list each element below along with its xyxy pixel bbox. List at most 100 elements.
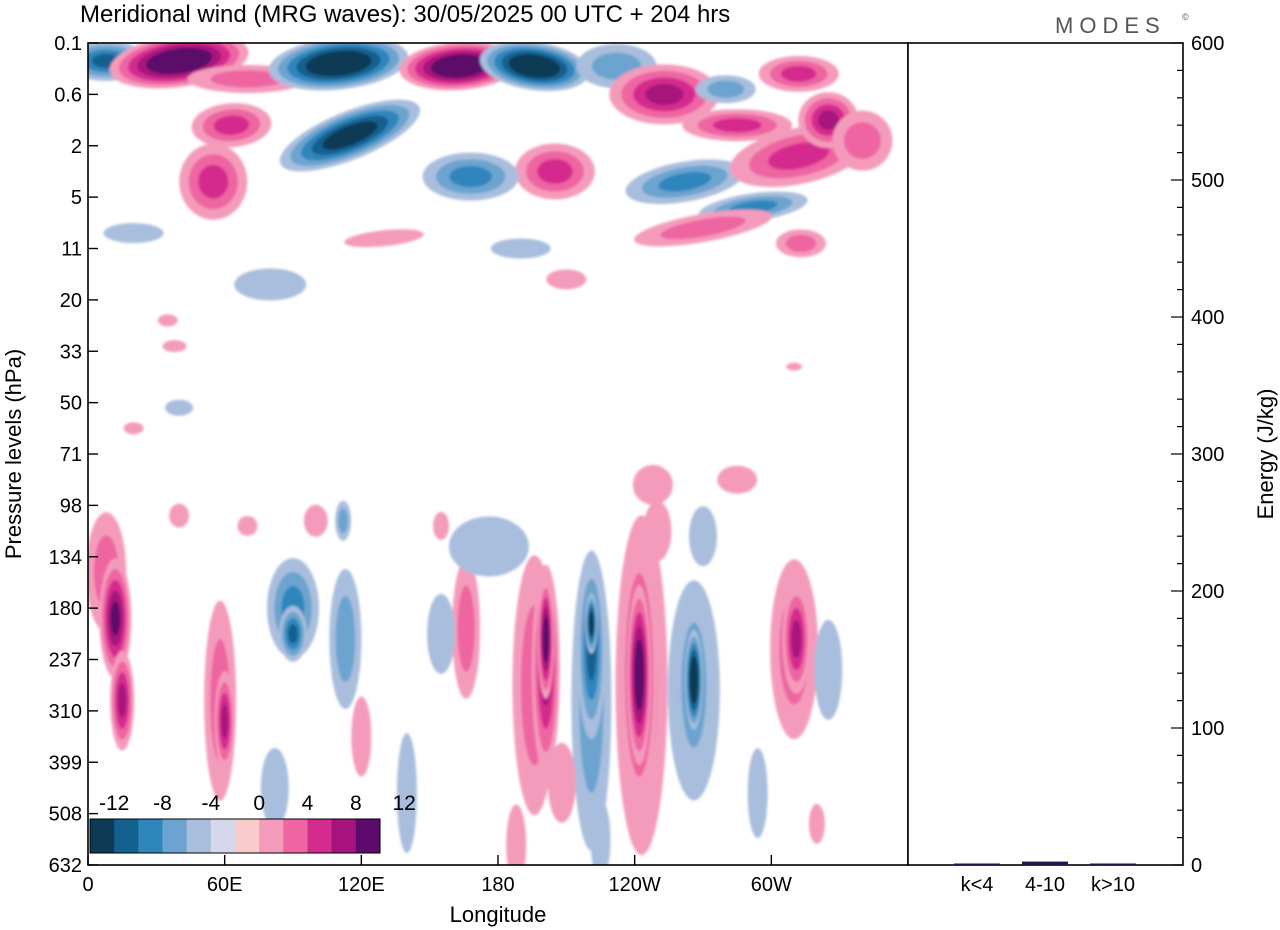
contour-region <box>234 268 307 301</box>
contour-region <box>210 70 285 88</box>
contour-region <box>427 593 456 674</box>
contour-region <box>288 624 298 644</box>
colorbar-swatch <box>90 819 115 853</box>
contour-region <box>162 340 187 353</box>
colorbar-label: 0 <box>253 792 265 815</box>
longitude-axis: 0 60E 120E 180 120W 60W <box>82 855 792 896</box>
colorbar-swatch <box>210 819 236 853</box>
pressure-tick-label: 310 <box>49 701 82 723</box>
energy-bar <box>1022 861 1068 865</box>
longitude-tick-label: 60E <box>207 874 243 896</box>
contour-region <box>660 216 746 240</box>
energy-category-label: k<4 <box>961 874 994 896</box>
energy-tick-label: 400 <box>1191 307 1224 329</box>
colorbar-label: -4 <box>201 792 220 815</box>
contour-region <box>490 238 551 259</box>
contour-region <box>123 422 144 435</box>
heatmap-contours <box>88 43 893 865</box>
contour-region <box>338 508 349 534</box>
contour-region <box>332 126 367 145</box>
energy-bars <box>954 861 1136 865</box>
colorbar-swatch <box>283 819 308 853</box>
contour-region <box>396 733 417 854</box>
contour-region <box>691 669 696 691</box>
energy-tick-label: 600 <box>1191 33 1224 55</box>
longitude-tick-label: 120E <box>338 874 385 896</box>
colorbar-label: -12 <box>99 792 129 815</box>
contour-region <box>221 703 229 739</box>
pressure-tick-label: 20 <box>60 290 82 312</box>
contour-region <box>546 269 587 290</box>
contour-region <box>590 799 611 865</box>
brand-mark: © <box>1182 12 1189 22</box>
contour-region <box>522 60 546 72</box>
contour-region <box>717 465 758 494</box>
energy-tick-label: 0 <box>1191 855 1202 877</box>
contour-region <box>303 504 328 537</box>
colorbar-label: 4 <box>302 792 314 815</box>
brand-logo: MODES © <box>1055 12 1189 38</box>
x-axis-label: Longitude <box>450 902 547 927</box>
contour-region <box>260 747 289 828</box>
contour-region <box>117 683 127 718</box>
longitude-tick-label: 60W <box>751 874 792 896</box>
colorbar-swatch <box>307 819 333 853</box>
colorbar-swatch <box>331 819 357 853</box>
contour-region <box>103 223 164 244</box>
contour-region <box>344 229 424 248</box>
energy-bar-panel: 0 100 200 300 400 500 600 k<4 4-10 k>10 Energy (… <box>907 33 1278 896</box>
colorbar-swatch <box>186 819 212 853</box>
energy-tick-label: 200 <box>1191 581 1224 603</box>
contour-region <box>689 506 717 567</box>
contour-region <box>712 118 762 133</box>
pressure-tick-label: 0.1 <box>54 33 82 55</box>
longitude-tick-label: 180 <box>481 874 514 896</box>
pressure-tick-label: 399 <box>49 752 82 774</box>
colorbar-swatch <box>235 819 260 853</box>
energy-tick-label: 300 <box>1191 444 1224 466</box>
pressure-tick-label: 0.6 <box>54 84 82 106</box>
contour-region <box>323 57 354 70</box>
pressure-tick-label: 33 <box>60 341 82 363</box>
contour-region <box>237 515 258 536</box>
energy-tick-label: 500 <box>1191 170 1224 192</box>
brand-text: MODES <box>1055 13 1166 38</box>
contour-region <box>707 80 745 98</box>
energy-bar <box>1090 863 1136 865</box>
contour-region <box>157 314 178 327</box>
pressure-tick-label: 2 <box>71 136 82 158</box>
pressure-tick-label: 237 <box>49 650 82 672</box>
colorbar: -12 -8 -4 0 4 8 12 <box>89 792 416 854</box>
contour-region <box>786 362 803 371</box>
contour-region <box>589 616 593 631</box>
colorbar-swatch <box>162 819 188 853</box>
contour-region <box>791 619 802 659</box>
energy-category-label: k>10 <box>1091 874 1135 896</box>
energy-axis-label: Energy (J/kg) <box>1253 389 1278 520</box>
longitude-tick-label: 0 <box>82 874 93 896</box>
pressure-tick-label: 98 <box>60 495 82 517</box>
contour-region <box>547 742 576 823</box>
longitude-tick-label: 120W <box>609 874 661 896</box>
contour-region <box>165 399 194 416</box>
pressure-tick-label: 180 <box>49 598 82 620</box>
energy-axis: 0 100 200 300 400 500 600 <box>1171 33 1224 877</box>
heatmap-plot: -12 -8 -4 0 4 8 12 0.1 0.6 2 5 11 20 33 50 71 98 134 180 2… <box>1 33 909 927</box>
colorbar-label: 12 <box>392 792 415 815</box>
colorbar-frame <box>89 818 381 854</box>
pressure-axis: 0.1 0.6 2 5 11 20 33 50 71 98 134 180 237 310 399 508 63… <box>49 33 98 877</box>
contour-region <box>785 234 817 252</box>
contour-region <box>164 55 194 67</box>
contour-region <box>351 696 372 777</box>
contour-region <box>636 653 643 697</box>
chart-title: Meridional wind (MRG waves): 30/05/2025 … <box>80 1 730 28</box>
contour-region <box>448 516 529 577</box>
contour-region <box>843 122 881 160</box>
contour-region <box>457 585 475 672</box>
pressure-tick-label: 632 <box>49 855 82 877</box>
pressure-tick-label: 134 <box>49 547 82 569</box>
contour-region <box>110 601 120 636</box>
pressure-tick-label: 11 <box>61 239 82 261</box>
colorbar-label: -8 <box>153 792 172 815</box>
